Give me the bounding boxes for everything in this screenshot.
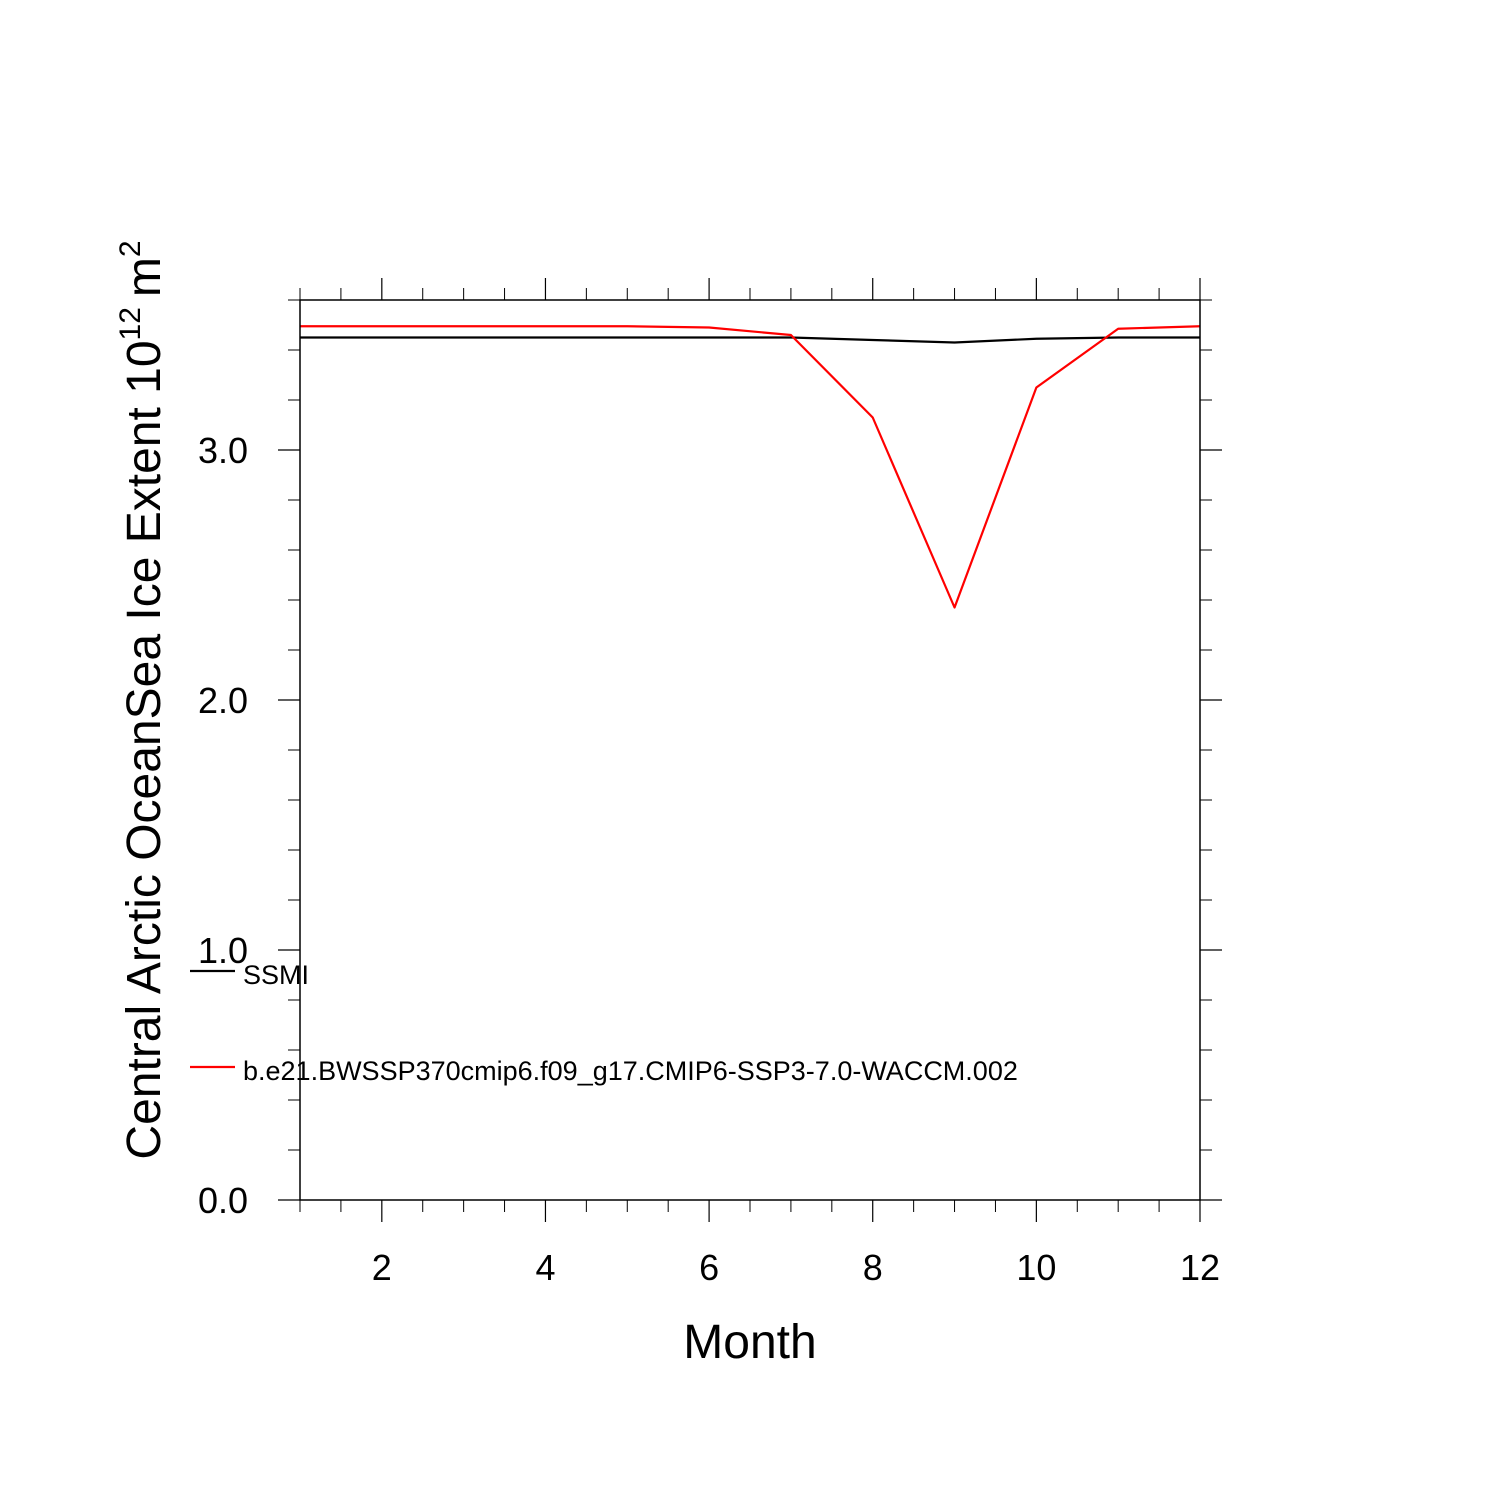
legend-label: SSMI [243, 960, 309, 990]
y-tick-label: 3.0 [198, 430, 248, 471]
y-tick-label: 2.0 [198, 680, 248, 721]
legend: SSMI b.e21.BWSSP370cmip6.f09_g17.CMIP6-SS… [190, 960, 1018, 1086]
series-line-model [300, 325, 1201, 609]
legend-label: b.e21.BWSSP370cmip6.f09_g17.CMIP6-SSP3-7… [243, 1056, 1018, 1086]
y-axis-title-main: Central Arctic OceanSea Ice Extent 10 [118, 340, 171, 1159]
x-tick-label: 4 [535, 1247, 555, 1288]
y-axis-title-unit-exponent: 2 [114, 240, 147, 257]
x-tick-label: 12 [1180, 1247, 1220, 1288]
y-axis-title-unit: m [118, 257, 171, 297]
labels-layer: 2 4 6 8 10 12 0.0 1.0 2.0 3.0 [198, 430, 1220, 1288]
y-tick-label: 1.0 [198, 930, 248, 971]
x-tick-label: 2 [372, 1247, 392, 1288]
x-tick-label: 6 [699, 1247, 719, 1288]
y-axis-title-exponent: 12 [114, 307, 147, 340]
plot-frame [299, 299, 1201, 1201]
x-tick-label: 8 [863, 1247, 883, 1288]
series-layer [300, 325, 1201, 609]
ticks-layer [278, 278, 1222, 1222]
y-axis-title: Central Arctic OceanSea Ice Extent 1012 m… [114, 240, 171, 1159]
y-tick-label: 0.0 [198, 1180, 248, 1221]
x-tick-label: 10 [1016, 1247, 1056, 1288]
series-line-ssmi [300, 336, 1200, 344]
x-axis-title: Month [683, 1316, 816, 1369]
